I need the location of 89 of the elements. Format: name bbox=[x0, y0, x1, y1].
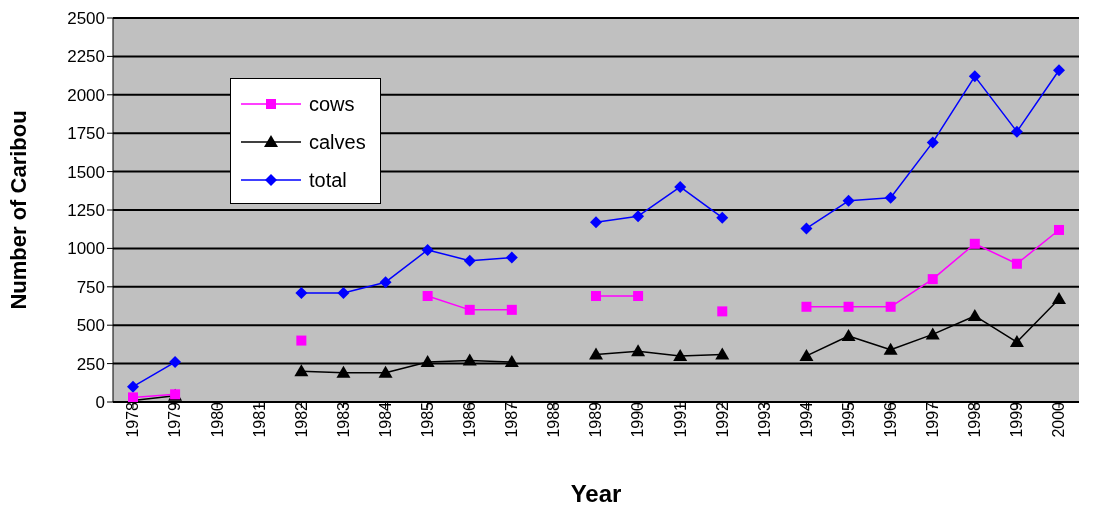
point bbox=[591, 291, 601, 302]
x-tick-label: 1989 bbox=[587, 401, 605, 438]
point bbox=[631, 344, 646, 357]
x-tick-label: 1985 bbox=[419, 401, 436, 438]
point bbox=[799, 348, 814, 361]
x-tick-label: 1994 bbox=[797, 401, 815, 438]
point bbox=[967, 308, 982, 321]
point bbox=[927, 274, 938, 285]
point bbox=[800, 222, 813, 235]
point bbox=[1009, 335, 1024, 348]
point bbox=[504, 355, 519, 368]
legend-label: calves bbox=[309, 130, 366, 154]
x-tick-label: 1980 bbox=[208, 401, 226, 438]
point bbox=[295, 286, 308, 299]
y-axis-title: Number of Caribou bbox=[5, 110, 31, 310]
y-tick-label: 250 bbox=[76, 354, 105, 374]
x-tick-label: 1993 bbox=[755, 401, 773, 438]
x-tick-label: 2000 bbox=[1050, 401, 1068, 438]
x-tick-label: 1978 bbox=[124, 401, 142, 438]
point bbox=[127, 380, 139, 393]
point bbox=[1054, 224, 1064, 235]
point bbox=[633, 291, 644, 302]
legend-label: total bbox=[309, 168, 347, 192]
legend-label: cows bbox=[309, 92, 355, 116]
x-tick-label: 1997 bbox=[924, 401, 942, 438]
point bbox=[462, 353, 477, 366]
y-tick-label: 500 bbox=[76, 316, 105, 336]
x-tick-label: 1986 bbox=[461, 401, 479, 438]
point bbox=[1053, 64, 1065, 77]
point bbox=[505, 251, 518, 264]
point bbox=[926, 136, 939, 149]
point bbox=[463, 254, 476, 267]
point bbox=[589, 347, 603, 360]
y-tick-label: 1500 bbox=[67, 162, 105, 182]
y-tick-label: 2250 bbox=[67, 47, 105, 67]
y-tick-label: 0 bbox=[95, 393, 105, 413]
x-tick-label: 1981 bbox=[250, 401, 268, 438]
x-tick-label: 1990 bbox=[629, 401, 647, 438]
point bbox=[843, 301, 854, 312]
x-axis-title: Year bbox=[570, 480, 622, 507]
point bbox=[716, 211, 729, 224]
point bbox=[884, 191, 897, 204]
x-tick-label: 1979 bbox=[166, 401, 184, 438]
point bbox=[842, 194, 855, 207]
point bbox=[464, 304, 475, 315]
point bbox=[169, 356, 182, 369]
point bbox=[294, 364, 309, 377]
y-tick-label: 2000 bbox=[67, 85, 105, 105]
x-tick-label: 1996 bbox=[882, 401, 899, 438]
y-tick-label: 750 bbox=[76, 277, 105, 297]
point bbox=[632, 210, 645, 223]
y-tick-label: 2500 bbox=[67, 9, 105, 29]
point bbox=[715, 347, 730, 360]
point bbox=[420, 355, 435, 368]
x-tick-label: 1995 bbox=[839, 401, 857, 438]
point bbox=[925, 327, 940, 340]
point bbox=[296, 335, 307, 346]
y-tick-label: 1750 bbox=[67, 124, 105, 144]
x-tick-label: 1987 bbox=[503, 401, 521, 438]
point bbox=[968, 70, 981, 83]
point bbox=[969, 238, 980, 249]
point bbox=[422, 291, 433, 302]
point bbox=[506, 304, 517, 315]
point bbox=[336, 365, 351, 378]
x-tick-label: 1982 bbox=[292, 401, 310, 438]
point bbox=[674, 180, 687, 193]
y-tick-label: 1250 bbox=[67, 201, 105, 221]
point bbox=[883, 342, 898, 355]
x-tick-label: 1988 bbox=[545, 401, 563, 438]
point bbox=[421, 243, 434, 256]
point bbox=[1011, 258, 1022, 269]
point bbox=[1052, 292, 1066, 305]
point bbox=[378, 365, 393, 378]
x-tick-label: 1984 bbox=[376, 401, 394, 438]
point bbox=[337, 286, 350, 299]
x-tick-label: 1991 bbox=[671, 401, 689, 438]
point bbox=[673, 348, 688, 361]
point bbox=[841, 328, 856, 341]
point bbox=[885, 301, 896, 312]
x-tick-label: 1999 bbox=[1008, 401, 1026, 438]
point bbox=[1010, 125, 1023, 138]
y-tick-label: 1000 bbox=[67, 239, 105, 259]
point bbox=[590, 216, 602, 229]
point bbox=[801, 301, 812, 312]
x-tick-label: 1992 bbox=[713, 401, 731, 438]
x-tick-label: 1998 bbox=[966, 401, 984, 438]
x-tick-label: 1983 bbox=[334, 401, 352, 438]
point bbox=[379, 276, 392, 289]
point bbox=[717, 306, 728, 317]
